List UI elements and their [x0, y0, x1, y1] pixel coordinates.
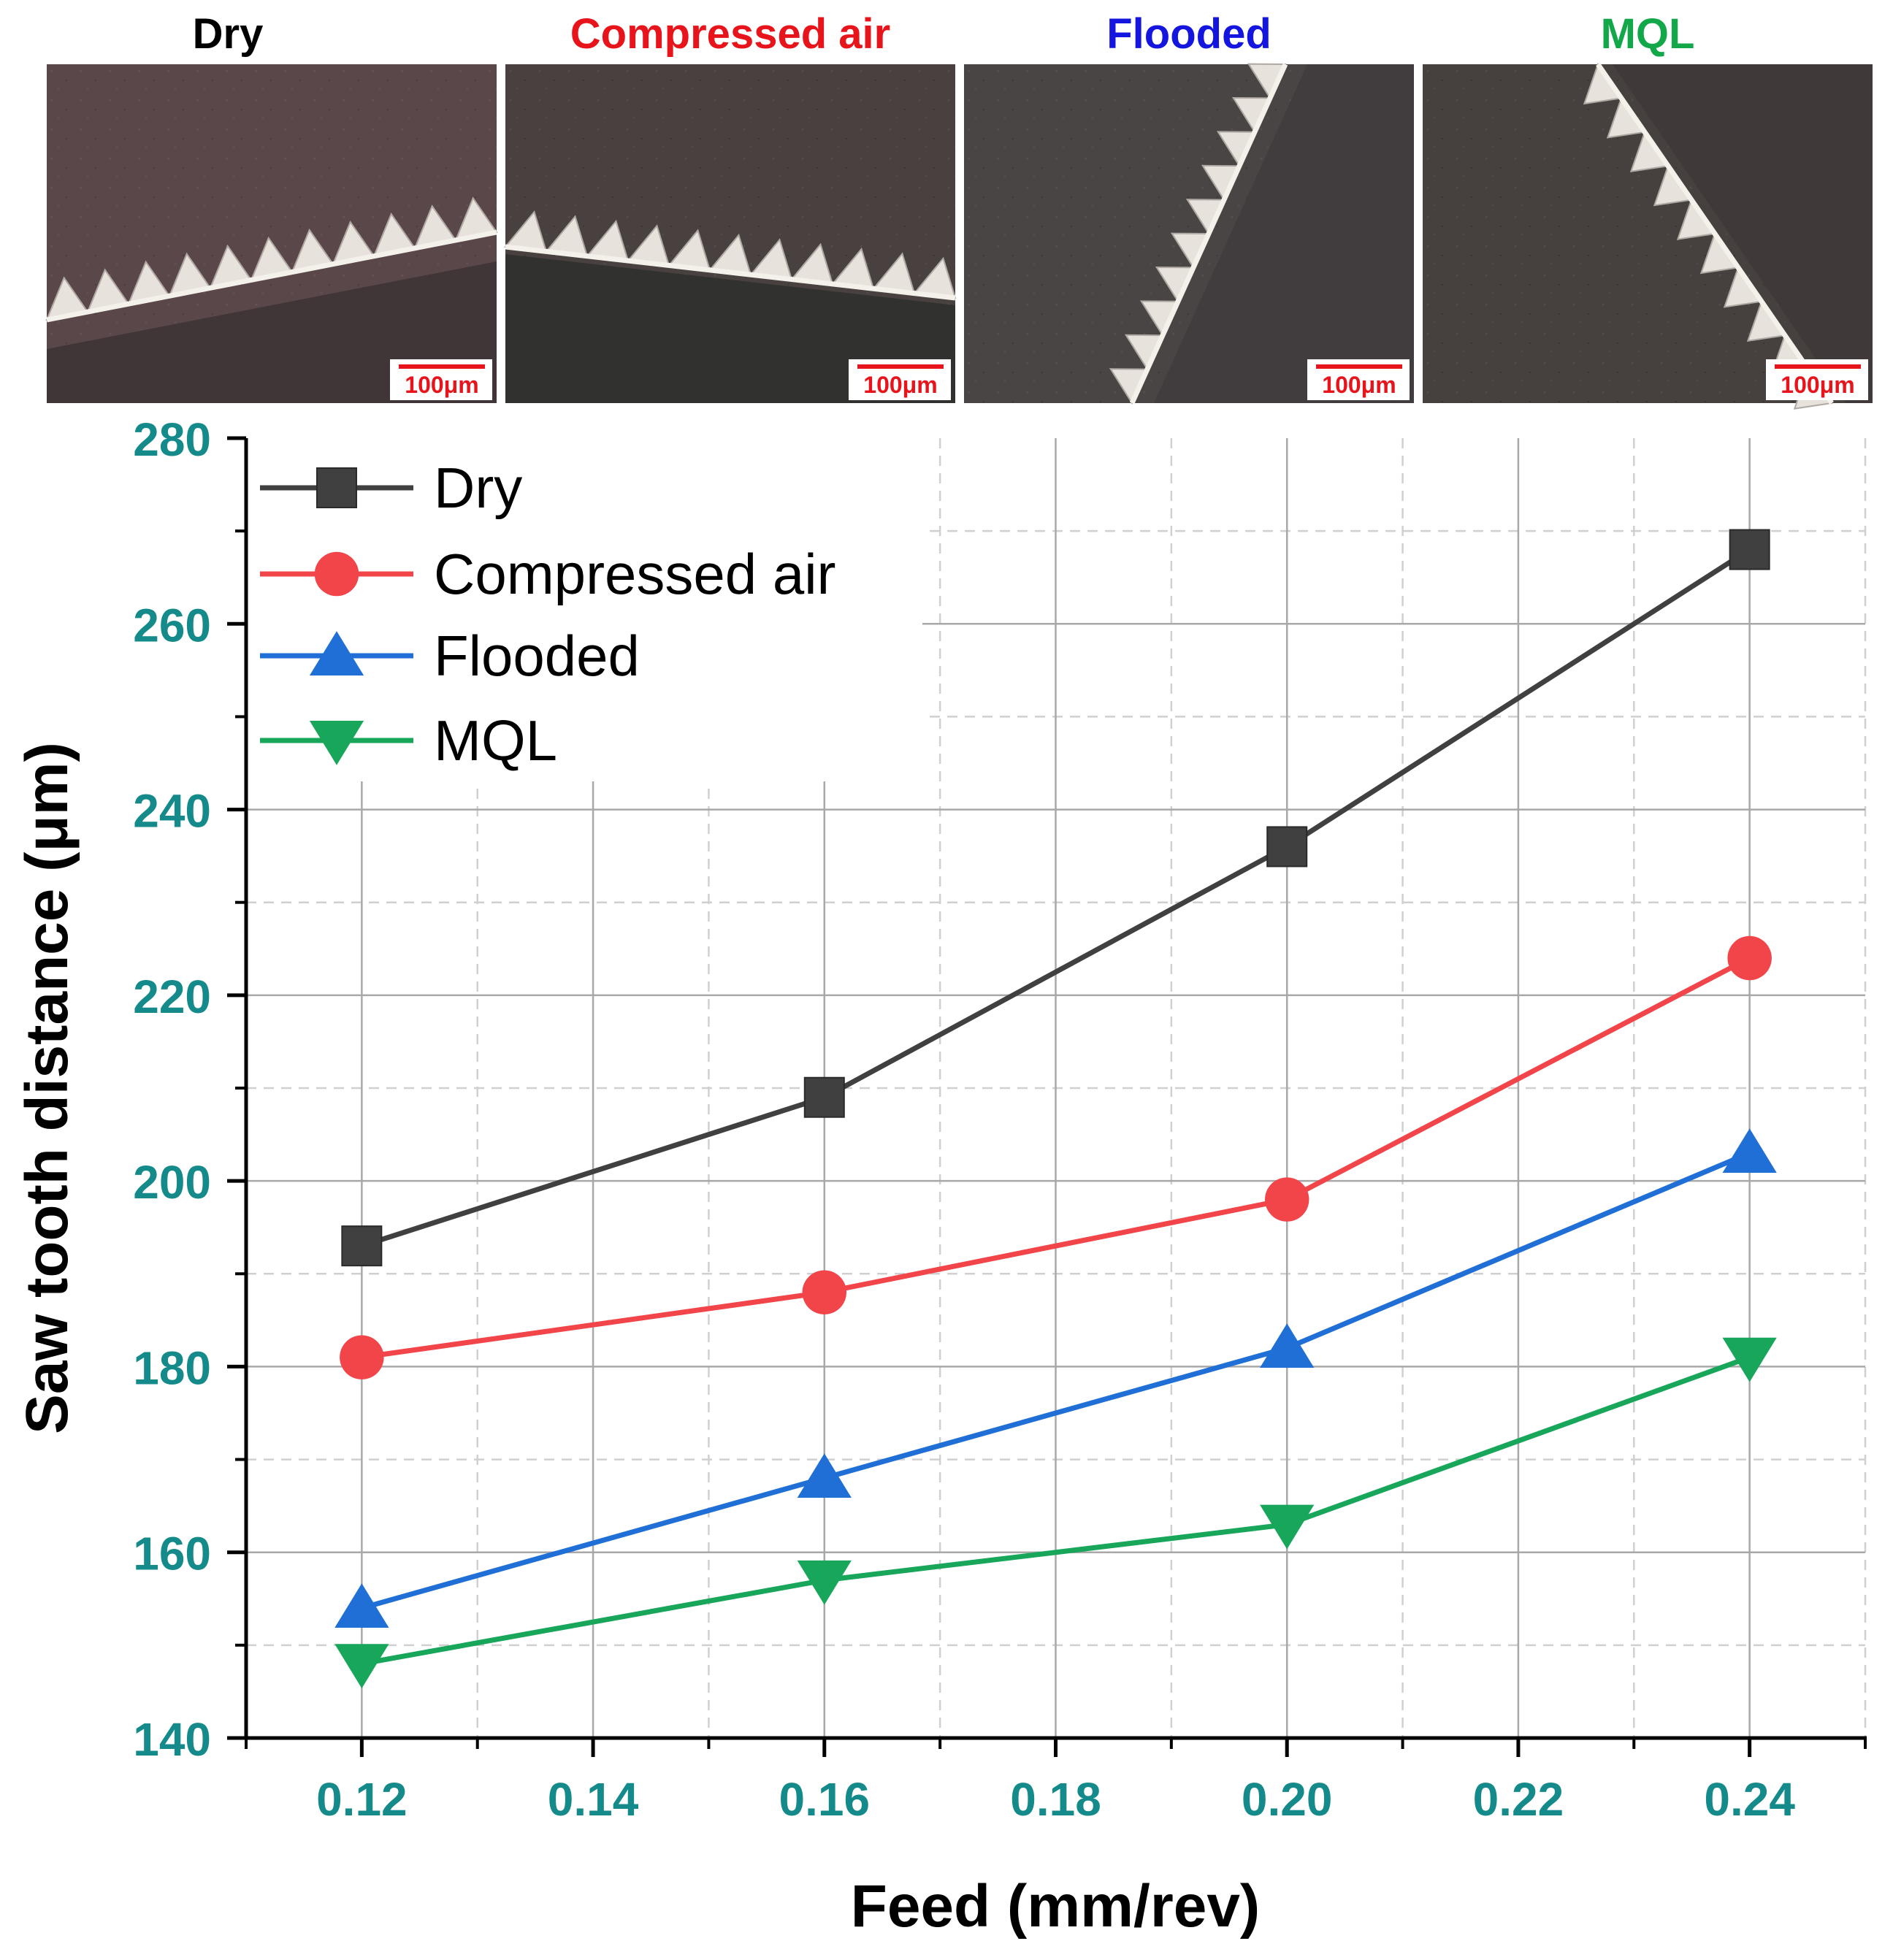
data-point-compressed-air: [340, 1335, 384, 1379]
scale-bar-label: 100μm: [1322, 372, 1396, 398]
micrograph-chip-region: [47, 261, 497, 403]
legend: Dry Compressed air Flooded MQL: [260, 456, 836, 773]
micrograph-sawtooth: [504, 210, 957, 299]
micrograph-sawtooth: [1109, 63, 1287, 405]
series-markers: [334, 529, 1777, 1689]
data-point-dry: [1266, 826, 1308, 868]
data-point-flooded: [1260, 1323, 1315, 1368]
x-tick-label: 0.20: [1242, 1773, 1333, 1826]
x-tick-label: 0.24: [1704, 1773, 1795, 1826]
data-point-dry: [1729, 529, 1770, 570]
micrograph-panel: 100μm: [1423, 62, 1873, 410]
data-point-compressed-air: [1727, 935, 1772, 981]
legend-label-mql: MQL: [434, 708, 557, 773]
y-tick-label: 200: [133, 1156, 211, 1209]
data-point-flooded: [334, 1583, 389, 1628]
series-line-dry: [361, 547, 1751, 1249]
legend-marker-dry: [316, 467, 357, 508]
y-axis-title: Saw tooth distance (μm): [14, 742, 80, 1434]
micrograph-sawtooth: [45, 196, 498, 321]
legend-marker-flooded: [309, 631, 364, 675]
y-tick-label: 140: [133, 1713, 211, 1766]
x-axis-title: Feed (mm/rev): [851, 1873, 1261, 1940]
legend-label-dry: Dry: [434, 456, 522, 520]
micrograph-title: Dry: [193, 10, 264, 58]
micrograph-title: MQL: [1601, 10, 1695, 58]
series-line-mql: [361, 1355, 1751, 1666]
scale-bar-label: 100μm: [1781, 372, 1854, 398]
micrograph-title: Flooded: [1106, 10, 1271, 58]
data-point-mql: [1260, 1504, 1315, 1550]
micrograph-chip-region: [1613, 64, 1873, 403]
y-tick-label: 220: [133, 971, 211, 1023]
data-point-dry: [341, 1225, 383, 1267]
y-tick-label: 180: [133, 1341, 211, 1394]
legend-label-flooded: Flooded: [434, 624, 640, 688]
micrograph-edge: [1129, 63, 1288, 405]
series-line-flooded: [361, 1150, 1751, 1611]
scale-bar-label: 100μm: [863, 372, 937, 398]
legend-label-compressed-air: Compressed air: [434, 542, 836, 606]
micrograph-panel: 100μm: [964, 63, 1414, 405]
data-point-flooded: [1722, 1128, 1777, 1173]
legend-marker-compressed-air: [314, 551, 359, 597]
tick-labels: 0.12 0.14 0.16 0.18 0.20 0.22 0.24 140 160 180 200…: [133, 413, 1795, 1826]
data-point-compressed-air: [1264, 1177, 1309, 1222]
scale-bar-label: 100μm: [405, 372, 478, 398]
micrograph-panel: 100μm: [504, 64, 957, 403]
data-point-compressed-air: [802, 1270, 847, 1314]
series-lines: [361, 547, 1751, 1666]
x-tick-label: 0.22: [1473, 1773, 1564, 1826]
x-tick-label: 0.14: [548, 1773, 639, 1826]
micrograph-title: Compressed air: [570, 10, 890, 58]
ticks: [227, 436, 1867, 1757]
y-tick-label: 240: [133, 785, 211, 838]
micrograph-panels: 100μm Dry 100μm Compressed air 100μm Flooded 1…: [45, 10, 1873, 410]
legend-marker-mql: [309, 721, 364, 765]
data-point-mql: [334, 1644, 389, 1689]
data-point-dry: [803, 1076, 845, 1118]
data-point-flooded: [797, 1453, 852, 1498]
micrograph-chip-region: [505, 254, 955, 403]
x-tick-label: 0.18: [1010, 1773, 1101, 1826]
x-tick-label: 0.16: [779, 1773, 871, 1826]
micrograph-panel: 100μm: [45, 64, 498, 403]
y-tick-label: 260: [133, 599, 211, 651]
x-tick-label: 0.12: [316, 1773, 408, 1826]
micrograph-edge: [505, 244, 956, 301]
micrograph-chip-region: [1154, 64, 1414, 403]
y-tick-label: 160: [133, 1528, 211, 1580]
plot-area: 0.12 0.14 0.16 0.18 0.20 0.22 0.24 140 160 180 200…: [133, 413, 1867, 1826]
micrograph-edge: [46, 229, 497, 323]
series-line-compressed-air: [361, 955, 1751, 1360]
data-point-mql: [797, 1560, 852, 1605]
micrograph-edge: [1596, 63, 1834, 405]
data-point-mql: [1722, 1337, 1777, 1382]
y-tick-label: 280: [133, 413, 211, 466]
